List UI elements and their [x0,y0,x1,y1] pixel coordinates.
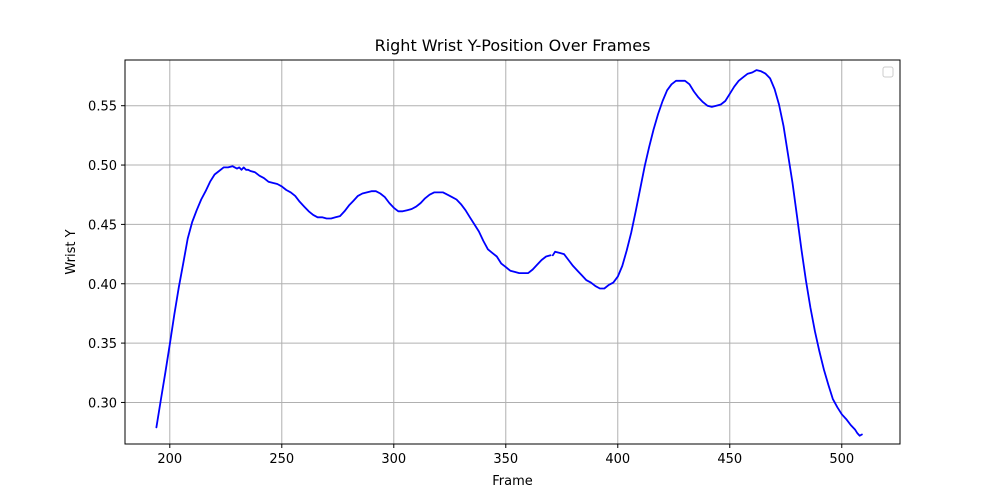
y-tick-label: 0.30 [88,396,117,411]
x-tick-label: 450 [717,452,742,467]
chart-title: Right Wrist Y-Position Over Frames [375,36,651,55]
legend [882,66,894,78]
y-tick-label: 0.55 [88,100,117,115]
series-line [155,165,552,429]
series-line [551,69,863,437]
series-layer [155,69,863,437]
x-tick-label: 400 [605,452,630,467]
x-tick-label: 200 [157,452,182,467]
x-tick-label: 300 [381,452,406,467]
y-axis-label: Wrist Y [64,229,79,274]
y-tick-label: 0.40 [88,278,117,293]
plot-frame [124,59,901,445]
x-axis-label: Frame [492,474,533,489]
y-tick-label: 0.35 [88,337,117,352]
x-tick-label: 500 [829,452,854,467]
x-tick-label: 350 [493,452,518,467]
legend-box [882,66,894,78]
y-tick-label: 0.45 [88,218,117,233]
grid-lines [125,60,900,444]
x-axis: 200 250 300 350 400 450 500 [157,444,854,467]
x-tick-label: 250 [269,452,294,467]
y-axis: 0.30 0.35 0.40 0.45 0.50 0.55 [88,100,125,411]
y-tick-label: 0.50 [88,159,117,174]
